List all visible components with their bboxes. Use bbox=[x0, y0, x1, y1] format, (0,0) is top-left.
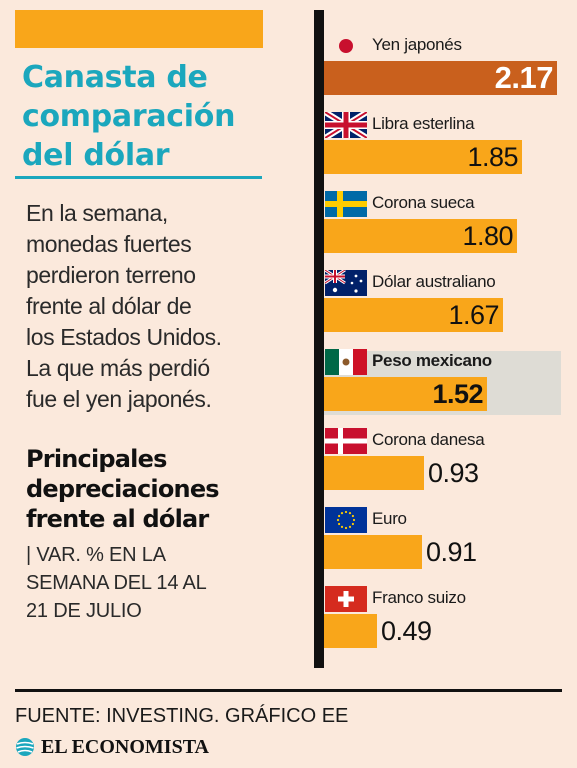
category-label: Peso mexicano bbox=[372, 351, 492, 370]
bar-chart: Yen japonés 2.17 Libra esterlina 1.85 Coron… bbox=[319, 33, 561, 648]
japan-flag-icon bbox=[325, 33, 367, 59]
bar-value-label: 0.93 bbox=[428, 458, 479, 488]
intro-line-3: perdieron terreno bbox=[26, 262, 196, 288]
bar-value-label: 1.80 bbox=[462, 221, 513, 251]
bar-value-label: 0.49 bbox=[381, 616, 432, 646]
bar bbox=[324, 298, 503, 332]
intro-text: En la semana, monedas fuertes perdieron … bbox=[26, 198, 266, 415]
category-label: Corona danesa bbox=[372, 430, 485, 449]
bar bbox=[324, 614, 377, 648]
unit-line-3: 21 DE JULIO bbox=[26, 600, 142, 622]
footer-divider bbox=[15, 689, 562, 692]
title-line-1: Canasta de bbox=[22, 60, 208, 95]
subtitle-line-3: frente al dólar bbox=[26, 505, 209, 533]
uk-flag-icon bbox=[325, 112, 367, 138]
logo-text: EL ECONOMISTA bbox=[41, 736, 209, 758]
page-title: Canasta de comparación del dólar bbox=[22, 58, 272, 175]
intro-line-1: En la semana, bbox=[26, 200, 168, 226]
unit-line-1: | VAR. % EN LA bbox=[26, 544, 166, 566]
logo-globe-icon bbox=[16, 738, 34, 756]
bar bbox=[324, 535, 422, 569]
category-label: Euro bbox=[372, 509, 407, 528]
bar bbox=[324, 61, 557, 95]
category-label: Yen japonés bbox=[372, 35, 462, 54]
bar-value-label: 1.52 bbox=[432, 379, 483, 409]
switzerland-flag-icon bbox=[325, 586, 367, 612]
category-label: Franco suizo bbox=[372, 588, 466, 607]
intro-line-7: fue el yen japonés. bbox=[26, 386, 212, 412]
intro-line-4: frente al dólar de bbox=[26, 293, 192, 319]
category-label: Corona sueca bbox=[372, 193, 475, 212]
intro-line-5: los Estados Unidos. bbox=[26, 324, 222, 350]
chart-axis-line bbox=[314, 10, 324, 668]
intro-line-6: La que más perdió bbox=[26, 355, 210, 381]
australia-flag-icon bbox=[325, 270, 367, 296]
bar bbox=[324, 219, 517, 253]
bar bbox=[324, 140, 522, 174]
mexico-flag-icon bbox=[325, 349, 367, 375]
bar-value-label: 0.91 bbox=[426, 537, 477, 567]
bar bbox=[324, 377, 487, 411]
header-accent-bar bbox=[15, 10, 263, 48]
subtitle-line-2: depreciaciones bbox=[26, 475, 220, 503]
chart-subtitle: Principales depreciaciones frente al dól… bbox=[26, 444, 276, 534]
bar-value-label: 2.17 bbox=[494, 60, 554, 95]
category-label: Dólar australiano bbox=[372, 272, 496, 291]
title-underline bbox=[15, 176, 262, 179]
unit-line-2: SEMANA DEL 14 AL bbox=[26, 572, 207, 594]
sweden-flag-icon bbox=[325, 191, 367, 217]
subtitle-line-1: Principales bbox=[26, 445, 167, 473]
bar-value-label: 1.67 bbox=[448, 300, 499, 330]
bar-value-label: 1.85 bbox=[467, 142, 518, 172]
intro-line-2: monedas fuertes bbox=[26, 231, 192, 257]
source-note: FUENTE: INVESTING. GRÁFICO EE bbox=[15, 705, 349, 727]
eu-flag-icon bbox=[325, 507, 367, 533]
title-line-2: comparación bbox=[22, 99, 236, 134]
denmark-flag-icon bbox=[325, 428, 367, 454]
bar bbox=[324, 456, 424, 490]
chart-unit-note: | VAR. % EN LA SEMANA DEL 14 AL 21 DE JU… bbox=[26, 541, 276, 625]
category-label: Libra esterlina bbox=[372, 114, 475, 133]
title-line-3: del dólar bbox=[22, 138, 170, 173]
